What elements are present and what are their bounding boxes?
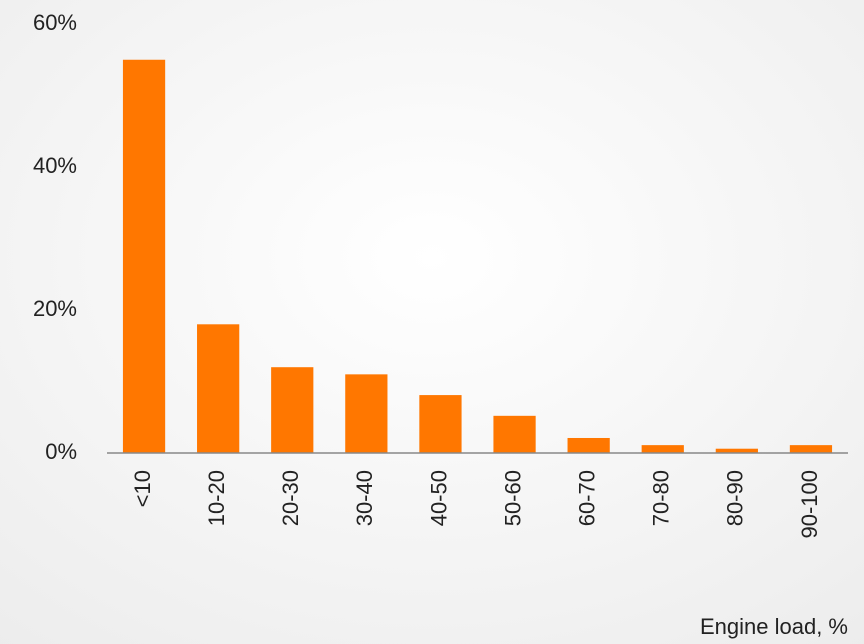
x-tick-label: 90-100	[797, 470, 822, 539]
x-tick-label: 40-50	[426, 470, 451, 526]
bar	[197, 324, 240, 453]
x-tick-label: <10	[130, 470, 155, 507]
bar	[122, 59, 166, 453]
x-tick-label: 10-20	[204, 470, 229, 526]
bar	[567, 437, 610, 453]
bar	[641, 445, 684, 453]
x-tick-label: 50-60	[500, 470, 525, 526]
y-tick-label: 0%	[45, 439, 77, 464]
bar	[493, 415, 536, 453]
bar	[715, 448, 758, 453]
y-tick-label: 20%	[33, 296, 77, 321]
bar	[419, 395, 462, 453]
x-tick-label: 60-70	[574, 470, 599, 526]
y-tick-label: 40%	[33, 153, 77, 178]
x-tick-label: 20-30	[278, 470, 303, 526]
x-axis-label: Engine load, %	[700, 614, 848, 639]
y-tick-label: 60%	[33, 10, 77, 35]
bar	[345, 374, 388, 453]
x-tick-label: 80-90	[723, 470, 748, 526]
bar	[271, 367, 314, 453]
x-tick-label: 30-40	[352, 470, 377, 526]
bar	[789, 445, 833, 453]
x-tick-label: 70-80	[649, 470, 674, 526]
